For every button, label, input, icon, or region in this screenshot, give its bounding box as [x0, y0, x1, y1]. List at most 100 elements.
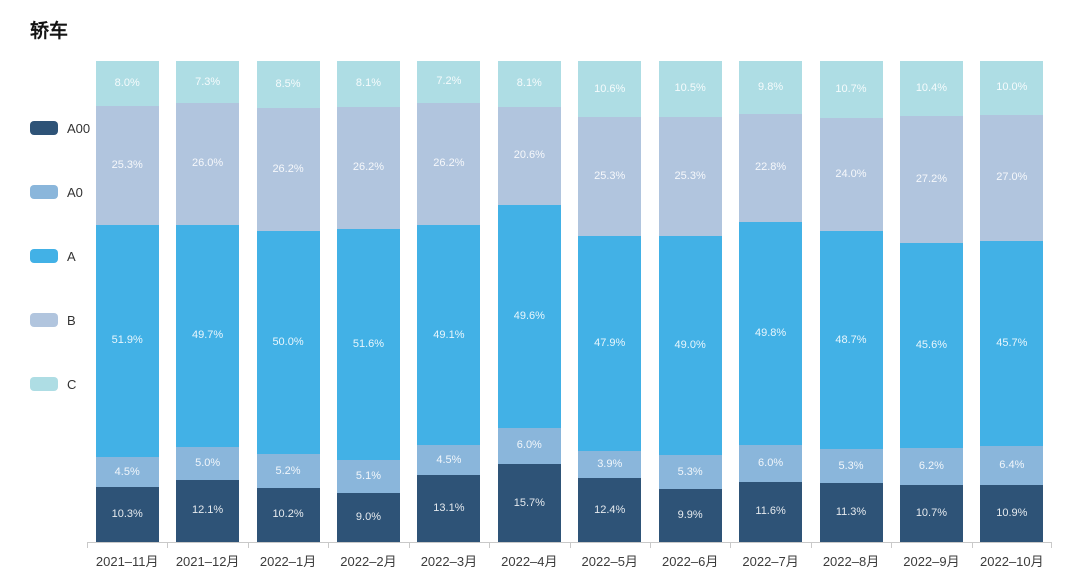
bar-segment-c[interactable]: 8.1%	[497, 61, 561, 107]
bar-column: 11.3% 5.3% 48.7% 24.0% 10.7%	[811, 61, 891, 542]
bar-segment-c[interactable]: 10.6%	[578, 61, 642, 118]
x-axis-label: 2021–12月	[175, 554, 240, 569]
bar-segment-c[interactable]: 10.0%	[980, 61, 1044, 115]
bar-segment-a0[interactable]: 5.3%	[658, 455, 722, 489]
bar-segment-b[interactable]: 27.2%	[899, 116, 963, 244]
segment-value-label: 51.9%	[111, 334, 143, 347]
x-axis: 2021–11月 2021–12月 2022–1月 2022–2月 2022–3月 202…	[87, 542, 1053, 571]
bar-segment-b[interactable]: 24.0%	[819, 117, 883, 231]
axis-tick	[489, 543, 491, 548]
bar-segment-a00[interactable]: 10.9%	[980, 484, 1044, 542]
segment-value-label: 10.5%	[674, 82, 706, 95]
segment-value-label: 50.0%	[272, 336, 304, 349]
segment-value-label: 49.7%	[192, 329, 224, 342]
axis-cell: 2021–12月	[167, 543, 247, 571]
bar-segment-a0[interactable]: 5.3%	[819, 449, 883, 483]
bar-segment-a0[interactable]: 6.0%	[497, 427, 561, 465]
legend-label: A0	[67, 184, 83, 200]
segment-value-label: 10.7%	[835, 82, 867, 95]
axis-cell: 2022–3月	[408, 543, 489, 571]
bar-segment-b[interactable]: 27.0%	[980, 114, 1044, 241]
bar-segment-a00[interactable]: 10.3%	[95, 487, 159, 542]
bar-segment-b[interactable]: 25.3%	[578, 117, 642, 236]
bar-segment-a0[interactable]: 6.4%	[980, 446, 1044, 485]
segment-value-label: 12.1%	[192, 504, 224, 517]
bar-segment-b[interactable]: 26.0%	[176, 103, 240, 225]
stacked-bar-2022–2月: 9.0% 5.1% 51.6% 26.2% 8.1%	[336, 61, 400, 542]
bar-segment-a0[interactable]: 3.9%	[578, 450, 642, 479]
bar-segment-a00[interactable]: 9.9%	[658, 488, 722, 542]
bar-segment-b[interactable]: 25.3%	[95, 106, 159, 225]
legend-item-a00[interactable]: A00	[30, 113, 90, 143]
segment-value-label: 45.7%	[996, 336, 1028, 349]
bar-segment-c[interactable]: 10.7%	[819, 61, 883, 118]
bar-segment-b[interactable]: 26.2%	[336, 106, 400, 230]
bar-segment-a[interactable]: 51.9%	[95, 224, 159, 457]
bar-segment-a0[interactable]: 5.2%	[256, 454, 320, 488]
bar-segment-a[interactable]: 49.8%	[739, 221, 803, 446]
bar-segment-a00[interactable]: 11.6%	[739, 481, 803, 542]
bar-segment-a[interactable]: 49.0%	[658, 235, 722, 456]
segment-value-label: 10.3%	[111, 508, 143, 521]
bar-segment-a0[interactable]: 4.5%	[417, 445, 481, 476]
segment-value-label: 25.3%	[594, 169, 626, 182]
bar-segment-a00[interactable]: 10.2%	[256, 487, 320, 542]
x-axis-label: 2022–7月	[742, 554, 799, 569]
bar-segment-a0[interactable]: 4.5%	[95, 456, 159, 488]
bar-segment-a[interactable]: 50.0%	[256, 230, 320, 455]
bar-segment-b[interactable]: 26.2%	[417, 102, 481, 226]
bar-segment-a0[interactable]: 5.1%	[336, 459, 400, 493]
bar-segment-a00[interactable]: 12.1%	[176, 479, 240, 542]
legend-swatch-icon	[30, 121, 58, 135]
bar-segment-b[interactable]: 20.6%	[497, 106, 561, 206]
segment-value-label: 20.6%	[513, 149, 545, 162]
bar-segment-a[interactable]: 47.9%	[578, 235, 642, 451]
bar-segment-a00[interactable]: 15.7%	[497, 464, 561, 542]
bar-segment-c[interactable]: 10.4%	[899, 61, 963, 117]
bar-segment-c[interactable]: 8.5%	[256, 61, 320, 109]
bar-segment-a0[interactable]: 6.2%	[899, 448, 963, 486]
bar-segment-c[interactable]: 7.3%	[176, 60, 240, 104]
bar-segment-a[interactable]: 51.6%	[336, 229, 400, 460]
legend-item-a[interactable]: A	[30, 241, 90, 271]
bar-segment-c[interactable]: 8.0%	[95, 61, 159, 107]
segment-value-label: 10.9%	[996, 506, 1028, 519]
bar-segment-b[interactable]: 26.2%	[256, 108, 320, 231]
bar-segment-a[interactable]: 45.7%	[980, 240, 1044, 447]
bar-segment-a[interactable]: 49.1%	[417, 225, 481, 446]
segment-value-label: 6.0%	[758, 456, 784, 469]
bar-segment-a00[interactable]: 9.0%	[336, 492, 400, 542]
stacked-bar-2022–5月: 12.4% 3.9% 47.9% 25.3% 10.6%	[578, 61, 642, 542]
axis-tick	[569, 543, 571, 548]
segment-value-label: 26.0%	[192, 157, 224, 170]
bar-segment-c[interactable]: 8.1%	[336, 61, 400, 107]
x-axis-label: 2022–5月	[581, 554, 638, 569]
bar-segment-a[interactable]: 45.6%	[899, 243, 963, 449]
bar-segment-a0[interactable]: 5.0%	[176, 447, 240, 480]
legend-item-a0[interactable]: A0	[30, 177, 90, 207]
bar-segment-a[interactable]: 48.7%	[819, 230, 883, 450]
bar-segment-a0[interactable]: 6.0%	[739, 445, 803, 482]
segment-value-label: 9.0%	[355, 510, 381, 523]
bar-segment-a00[interactable]: 12.4%	[578, 478, 642, 542]
axis-tick	[87, 543, 88, 548]
bar-segment-b[interactable]: 25.3%	[658, 116, 722, 236]
segment-value-label: 9.8%	[758, 80, 784, 93]
legend-item-c[interactable]: C	[30, 369, 90, 399]
legend-label: A00	[67, 120, 91, 136]
segment-value-label: 51.6%	[352, 338, 385, 351]
legend-item-b[interactable]: B	[30, 305, 90, 335]
bar-segment-b[interactable]: 22.8%	[739, 113, 803, 222]
bar-segment-c[interactable]: 7.2%	[417, 61, 481, 103]
bar-segment-a00[interactable]: 10.7%	[899, 485, 963, 542]
bar-segment-a00[interactable]: 13.1%	[417, 475, 481, 542]
bar-segment-c[interactable]: 10.5%	[658, 61, 722, 117]
x-axis-label: 2022–3月	[420, 554, 478, 569]
bar-segment-c[interactable]: 9.8%	[739, 61, 803, 114]
segment-value-label: 6.2%	[918, 460, 944, 473]
bar-segment-a[interactable]: 49.7%	[176, 224, 240, 448]
segment-value-label: 8.0%	[114, 77, 140, 90]
bar-segment-a00[interactable]: 11.3%	[819, 482, 883, 542]
bar-segment-a[interactable]: 49.6%	[497, 205, 561, 428]
